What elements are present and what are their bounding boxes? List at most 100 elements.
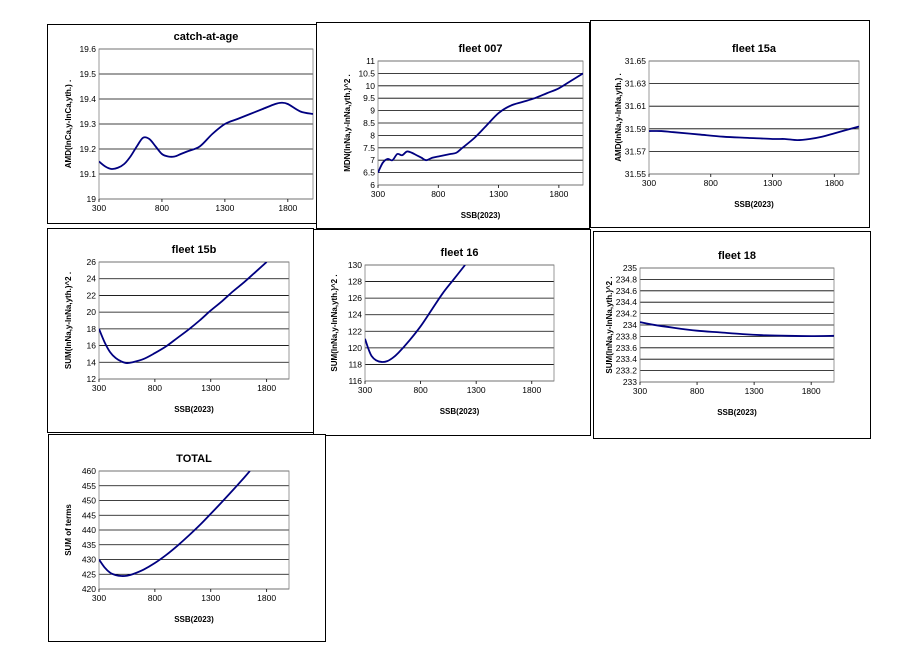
x-tick-label: 800 (431, 189, 445, 199)
y-tick-label: 233.6 (616, 343, 638, 353)
x-tick-label: 1300 (763, 178, 782, 188)
x-tick-label: 1800 (522, 385, 541, 395)
y-tick-label: 450 (82, 496, 96, 506)
x-tick-label: 1300 (489, 189, 508, 199)
y-tick-label: 31.59 (625, 124, 647, 134)
chart-fleet-15b: fleet 15b 12 14 16 18 20 22 24 26 300 800 1300 1800 S… (47, 228, 314, 433)
chart-total: TOTAL 420 425 430 435 440 445 450 455 460 300 800 13… (48, 434, 326, 642)
x-tick-label: 300 (92, 383, 106, 393)
y-tick-label: 233.2 (616, 366, 638, 376)
series-line (640, 321, 834, 338)
chart-title: TOTAL (176, 453, 212, 465)
x-tick-label: 300 (92, 593, 106, 603)
y-tick-label: 31.57 (625, 146, 647, 156)
y-tick-label: 26 (87, 257, 97, 267)
x-tick-label: 800 (148, 593, 162, 603)
chart-catch-at-age: catch-at-age 19 19.1 19.2 19.3 19.4 19.5 19.6 30… (47, 24, 317, 224)
y-tick-label: 22 (87, 290, 97, 300)
chart-fleet-007: fleet 007 6 6.5 7 7.5 8 8.5 9 9.5 10 10.5 11 300 800 1… (316, 22, 590, 229)
y-axis-label: SUM(lnNa,y-lnNa,yth.)^2 . (64, 272, 73, 369)
series-line (378, 72, 583, 173)
x-tick-label: 300 (92, 203, 106, 213)
x-tick-label: 300 (371, 189, 385, 199)
x-tick-label: 1800 (257, 593, 276, 603)
y-tick-label: 19.6 (79, 44, 96, 54)
chart-svg: fleet 15b 12 14 16 18 20 22 24 26 300 800 1300 1800 S… (64, 244, 290, 414)
y-tick-label: 460 (82, 466, 96, 476)
x-tick-label: 1800 (549, 189, 568, 199)
y-tick-label: 20 (87, 307, 97, 317)
plot-area (364, 264, 555, 382)
plot-area (98, 470, 290, 590)
chart-svg: fleet 007 6 6.5 7 7.5 8 8.5 9 9.5 10 10.5 11 300 800 1… (343, 43, 584, 220)
y-tick-label: 116 (348, 376, 362, 386)
plot-area (639, 267, 835, 383)
y-tick-label: 10 (366, 81, 376, 91)
y-tick-label: 19.3 (79, 119, 96, 129)
x-axis-label: SSB(2023) (734, 200, 774, 209)
y-tick-label: 19 (87, 194, 97, 204)
chart-title: fleet 15b (172, 244, 217, 256)
plot-area (98, 261, 290, 380)
chart-fleet-15a: fleet 15a 31.55 31.57 31.59 31.61 31.63 31.65 3… (590, 20, 870, 228)
y-tick-label: 120 (348, 343, 362, 353)
x-tick-label: 1800 (802, 386, 821, 396)
y-tick-label: 126 (348, 293, 362, 303)
y-axis-label: SUM(lnNa,y-lnNa,yth.)^2 . (330, 274, 339, 371)
y-tick-label: 11 (366, 56, 375, 66)
y-tick-label: 14 (87, 357, 97, 367)
x-axis-label: SSB(2023) (461, 211, 501, 220)
y-tick-label: 7 (370, 155, 375, 165)
y-tick-label: 234.4 (616, 297, 638, 307)
y-tick-label: 440 (82, 525, 96, 535)
y-tick-label: 7.5 (363, 143, 375, 153)
x-tick-label: 1800 (825, 178, 844, 188)
chart-fleet-16: fleet 16 116 118 120 122 124 126 128 130 300 800 13… (313, 229, 591, 436)
y-tick-label: 31.65 (625, 56, 647, 66)
x-tick-label: 800 (155, 203, 169, 213)
plot-area (377, 60, 584, 186)
y-tick-label: 16 (87, 341, 97, 351)
x-tick-label: 1800 (257, 383, 276, 393)
series-line (99, 262, 268, 365)
y-tick-label: 31.61 (625, 101, 647, 111)
x-tick-label: 1300 (745, 386, 764, 396)
y-tick-label: 18 (87, 324, 97, 334)
x-axis-label: SSB(2023) (174, 615, 214, 624)
x-tick-label: 1300 (467, 385, 486, 395)
chart-svg: catch-at-age 19 19.1 19.2 19.3 19.4 19.5 19.6 30… (64, 31, 314, 213)
y-tick-label: 19.4 (79, 94, 96, 104)
y-tick-label: 420 (82, 584, 96, 594)
y-tick-label: 8.5 (363, 118, 375, 128)
y-tick-label: 8 (370, 130, 375, 140)
x-tick-label: 1300 (215, 203, 234, 213)
x-tick-label: 1300 (201, 383, 220, 393)
chart-svg: fleet 16 116 118 120 122 124 126 128 130 300 800 13… (330, 247, 555, 416)
x-tick-label: 800 (690, 386, 704, 396)
y-tick-label: 24 (87, 274, 97, 284)
y-tick-label: 9 (370, 106, 375, 116)
x-tick-label: 300 (642, 178, 656, 188)
y-tick-label: 10.5 (358, 68, 375, 78)
y-tick-label: 19.1 (79, 169, 96, 179)
y-axis-label: SUM(lnNa,y-lnNa,yth.)^2 . (605, 276, 614, 373)
chart-title: fleet 18 (718, 250, 756, 262)
x-tick-label: 300 (358, 385, 372, 395)
y-tick-label: 122 (348, 326, 362, 336)
y-tick-label: 124 (348, 310, 362, 320)
y-tick-label: 233.4 (616, 354, 638, 364)
chart-title: fleet 007 (458, 43, 502, 55)
y-tick-label: 130 (348, 260, 362, 270)
chart-title: catch-at-age (174, 31, 239, 43)
y-tick-label: 19.2 (79, 144, 96, 154)
y-tick-label: 31.63 (625, 79, 647, 89)
y-tick-label: 234.6 (616, 286, 638, 296)
plot-area (648, 60, 860, 175)
y-tick-label: 233.8 (616, 331, 638, 341)
y-axis-label: SUM of terms (64, 504, 73, 556)
chart-svg: fleet 15a 31.55 31.57 31.59 31.61 31.63 31.65 3… (614, 43, 860, 209)
y-tick-label: 455 (82, 481, 96, 491)
series-line (99, 471, 251, 577)
y-tick-label: 445 (82, 510, 96, 520)
